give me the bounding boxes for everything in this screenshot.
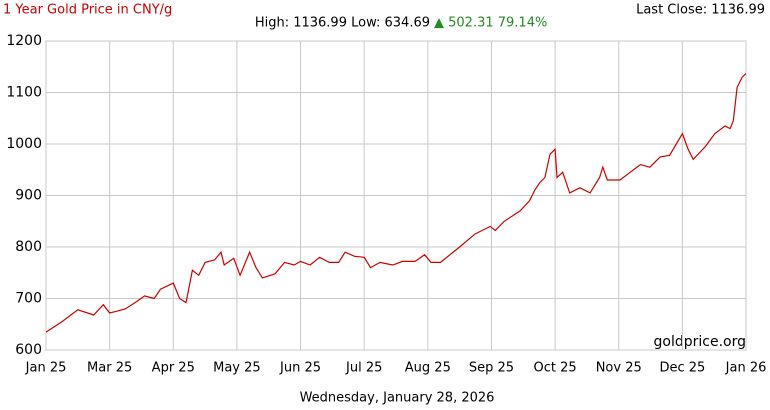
y-tick-label: 600 bbox=[15, 342, 42, 358]
x-tick-label: May 25 bbox=[213, 361, 261, 376]
x-tick-label: Dec 25 bbox=[659, 361, 705, 376]
chart-title: 1 Year Gold Price in CNY/g bbox=[3, 3, 172, 18]
y-tick-label: 900 bbox=[15, 188, 42, 204]
x-tick-label: Oct 25 bbox=[534, 361, 577, 376]
y-tick-label: 1200 bbox=[6, 33, 42, 49]
last-close: Last Close: 1136.99 bbox=[636, 3, 765, 18]
stats: High: 1136.99 Low: 634.69 bbox=[255, 16, 430, 31]
y-tick-label: 700 bbox=[15, 291, 42, 307]
date: Wednesday, January 28, 2026 bbox=[300, 391, 495, 406]
watermark: goldprice.org bbox=[654, 334, 746, 350]
x-tick-label: Aug 25 bbox=[405, 361, 451, 376]
x-tick-label: Jun 25 bbox=[279, 361, 321, 376]
x-tick-label: Apr 25 bbox=[152, 361, 195, 376]
x-tick-label: Jul 25 bbox=[345, 361, 382, 376]
x-tick-label: Jan 25 bbox=[25, 361, 67, 376]
x-tick-label: Jan 26 bbox=[725, 361, 767, 376]
y-tick-label: 1000 bbox=[6, 136, 42, 152]
x-tick-label: Nov 25 bbox=[596, 361, 642, 376]
change: ▲ 502.31 79.14% bbox=[434, 16, 547, 31]
y-tick-label: 800 bbox=[15, 239, 42, 255]
x-tick-label: Sep 25 bbox=[469, 361, 514, 376]
price-line bbox=[45, 73, 747, 333]
x-tick-label: Mar 25 bbox=[87, 361, 132, 376]
y-tick-label: 1100 bbox=[6, 85, 42, 101]
